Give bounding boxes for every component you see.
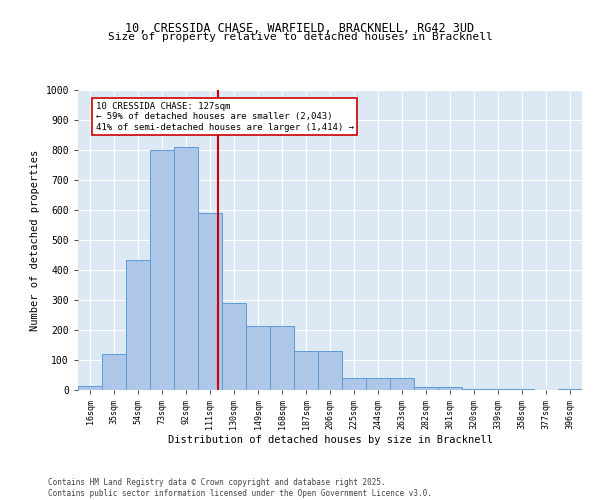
Text: Contains HM Land Registry data © Crown copyright and database right 2025.
Contai: Contains HM Land Registry data © Crown c… [48,478,432,498]
Bar [342,378,366,390]
Text: 10 CRESSIDA CHASE: 127sqm
← 59% of detached houses are smaller (2,043)
41% of se: 10 CRESSIDA CHASE: 127sqm ← 59% of detac… [95,102,353,132]
Text: 10, CRESSIDA CHASE, WARFIELD, BRACKNELL, RG42 3UD: 10, CRESSIDA CHASE, WARFIELD, BRACKNELL,… [125,22,475,36]
Bar [462,388,486,390]
Bar [150,150,174,390]
Bar [366,378,390,390]
Bar [390,378,414,390]
Bar [318,351,342,390]
X-axis label: Distribution of detached houses by size in Bracknell: Distribution of detached houses by size … [167,434,493,444]
Bar [246,326,270,390]
Bar [414,387,438,390]
Bar [198,213,222,390]
Bar [102,354,126,390]
Bar [294,351,318,390]
Bar [438,387,462,390]
Bar [174,147,198,390]
Bar [486,388,510,390]
Bar [270,326,294,390]
Bar [222,303,246,390]
Y-axis label: Number of detached properties: Number of detached properties [30,150,40,330]
Text: Size of property relative to detached houses in Bracknell: Size of property relative to detached ho… [107,32,493,42]
Bar [126,260,150,390]
Bar [78,386,102,390]
